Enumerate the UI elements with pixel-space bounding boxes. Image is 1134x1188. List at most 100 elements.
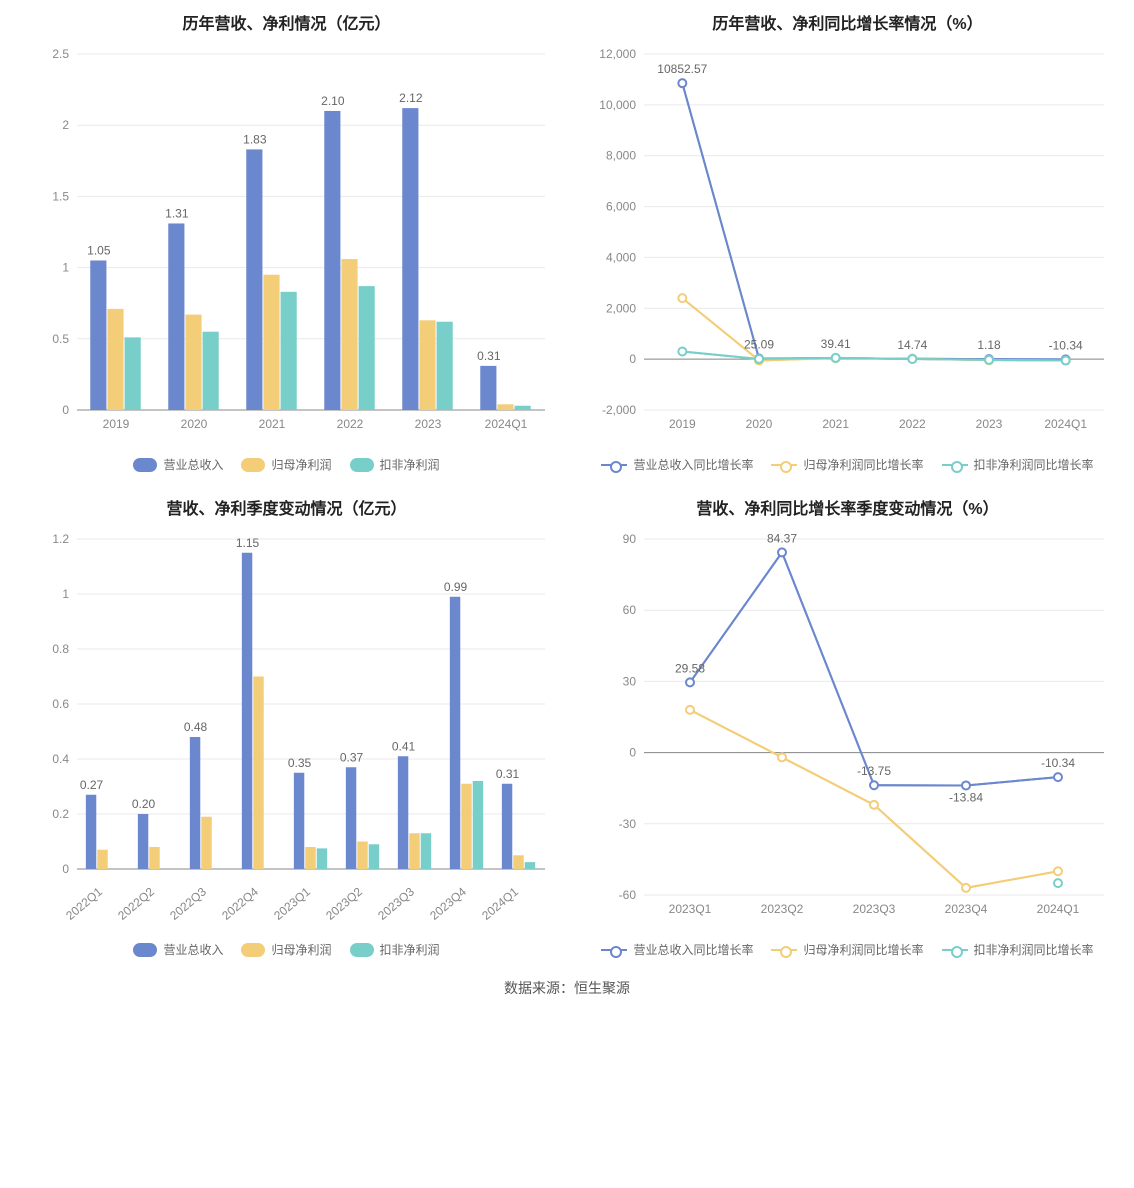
svg-text:2020: 2020 (745, 417, 772, 431)
svg-text:1: 1 (62, 587, 69, 601)
series-marker (962, 781, 970, 789)
svg-text:2023Q2: 2023Q2 (323, 884, 365, 922)
series-marker (678, 348, 686, 356)
svg-text:0: 0 (62, 862, 69, 876)
svg-text:0.20: 0.20 (131, 797, 155, 811)
legend-swatch-line (601, 464, 627, 466)
svg-text:8,000: 8,000 (605, 149, 635, 163)
bar (449, 597, 459, 869)
svg-text:30: 30 (622, 674, 636, 688)
bar (85, 795, 95, 869)
bar (514, 406, 530, 410)
legend-item[interactable]: 归母净利润同比增长率 (771, 456, 923, 473)
svg-text:0.6: 0.6 (52, 697, 69, 711)
svg-text:-10.34: -10.34 (1040, 756, 1074, 770)
bar (189, 737, 199, 869)
svg-text:4,000: 4,000 (605, 250, 635, 264)
svg-text:12,000: 12,000 (599, 47, 636, 61)
bar (107, 309, 123, 410)
svg-text:0.48: 0.48 (183, 720, 207, 734)
series-marker (908, 355, 916, 363)
series-marker (1054, 867, 1062, 875)
series-marker (778, 753, 786, 761)
annual-bar-chart: 00.511.522.5201920202021202220232024Q11.… (17, 44, 557, 444)
svg-text:1: 1 (62, 261, 69, 275)
series-line (682, 83, 1065, 359)
bar (293, 773, 303, 869)
legend-item[interactable]: 扣非净利润 (350, 941, 440, 958)
data-source-line: 数据来源：恒生聚源 (0, 962, 1134, 1022)
svg-text:1.5: 1.5 (52, 189, 69, 203)
quarterly-bar-panel: 营收、净利季度变动情况（亿元） 00.20.40.60.811.22022Q12… (12, 493, 561, 958)
svg-text:2023Q1: 2023Q1 (668, 902, 711, 916)
series-marker (1061, 357, 1069, 365)
svg-text:2022: 2022 (336, 417, 363, 431)
legend-item[interactable]: 扣非净利润同比增长率 (942, 456, 1094, 473)
annual-bar-title: 历年营收、净利情况（亿元） (182, 10, 390, 34)
legend-label: 扣非净利润 (380, 456, 440, 473)
svg-text:0.4: 0.4 (52, 752, 69, 766)
legend-swatch-bar (241, 943, 265, 957)
svg-text:-2,000: -2,000 (601, 403, 635, 417)
bar (149, 847, 159, 869)
svg-text:2022: 2022 (898, 417, 925, 431)
legend-swatch-line (942, 464, 968, 466)
svg-text:0.99: 0.99 (443, 580, 467, 594)
legend-label: 归母净利润 (271, 456, 331, 473)
svg-text:1.05: 1.05 (87, 243, 111, 257)
series-marker (686, 706, 694, 714)
bar (246, 149, 262, 410)
svg-text:0.5: 0.5 (52, 332, 69, 346)
legend-item[interactable]: 扣非净利润同比增长率 (942, 941, 1094, 958)
legend-swatch-line (771, 464, 797, 466)
legend-item[interactable]: 归母净利润同比增长率 (771, 941, 923, 958)
bar (137, 814, 147, 869)
bar (524, 862, 534, 869)
svg-text:2023: 2023 (414, 417, 441, 431)
svg-text:2019: 2019 (102, 417, 129, 431)
legend-item[interactable]: 营业总收入 (133, 941, 223, 958)
svg-text:1.31: 1.31 (165, 206, 189, 220)
svg-text:90: 90 (622, 532, 636, 546)
series-marker (755, 355, 763, 363)
bar (124, 337, 140, 410)
annual-growth-title: 历年营收、净利同比增长率情况（%） (712, 10, 982, 34)
legend-label: 归母净利润同比增长率 (803, 456, 923, 473)
series-line (682, 298, 1065, 360)
bar (185, 315, 201, 410)
bar (341, 259, 357, 410)
series-marker (778, 548, 786, 556)
legend-label: 扣非净利润同比增长率 (974, 456, 1094, 473)
legend-item[interactable]: 营业总收入同比增长率 (601, 941, 753, 958)
svg-text:2022Q1: 2022Q1 (63, 884, 105, 922)
bar (513, 855, 523, 869)
series-marker (686, 678, 694, 686)
series-marker (870, 781, 878, 789)
legend-item[interactable]: 扣非净利润 (350, 456, 440, 473)
series-marker (678, 79, 686, 87)
svg-text:1.18: 1.18 (977, 338, 1001, 352)
series-marker (985, 356, 993, 364)
legend-item[interactable]: 归母净利润 (241, 456, 331, 473)
legend-label: 扣非净利润同比增长率 (974, 941, 1094, 958)
svg-text:29.58: 29.58 (674, 661, 704, 675)
svg-text:1.2: 1.2 (52, 532, 69, 546)
quarterly-bar-legend: 营业总收入 归母净利润 扣非净利润 (133, 941, 439, 958)
svg-text:-60: -60 (618, 888, 636, 902)
bar (97, 850, 107, 869)
legend-item[interactable]: 归母净利润 (241, 941, 331, 958)
annual-growth-legend: 营业总收入同比增长率 归母净利润同比增长率 扣非净利润同比增长率 (601, 456, 1093, 473)
bar (280, 292, 296, 410)
legend-item[interactable]: 营业总收入同比增长率 (601, 456, 753, 473)
svg-text:84.37: 84.37 (766, 531, 796, 545)
legend-item[interactable]: 营业总收入 (133, 456, 223, 473)
svg-text:2020: 2020 (180, 417, 207, 431)
svg-text:2024Q1: 2024Q1 (1036, 902, 1079, 916)
bar (409, 833, 419, 869)
bar (501, 784, 511, 869)
svg-text:2023Q1: 2023Q1 (271, 884, 313, 922)
legend-label: 营业总收入 (163, 456, 223, 473)
series-line (690, 710, 1058, 888)
series-marker (962, 884, 970, 892)
bar (357, 842, 367, 870)
